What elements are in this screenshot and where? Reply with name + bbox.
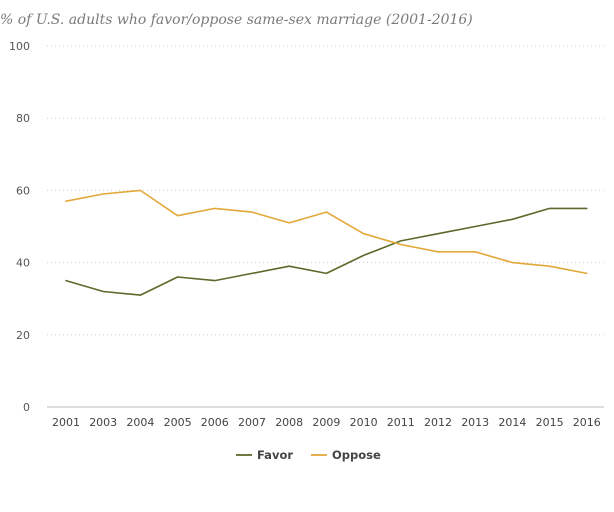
- x-tick-label: 2007: [238, 416, 266, 429]
- x-tick-label: 2015: [536, 416, 564, 429]
- x-tick-label: 2011: [387, 416, 415, 429]
- series-line-favor: [65, 207, 588, 296]
- legend: Favor Oppose: [236, 448, 381, 462]
- gridlines: [47, 45, 604, 336]
- x-tick-label: 2012: [424, 416, 452, 429]
- legend-label-favor: Favor: [257, 448, 293, 462]
- y-tick-label: 40: [16, 257, 30, 270]
- x-tick-label: 2014: [498, 416, 526, 429]
- x-tick-label: 2010: [350, 416, 378, 429]
- legend-label-oppose: Oppose: [332, 448, 381, 462]
- x-tick-label: 2009: [312, 416, 340, 429]
- y-tick-label: 60: [16, 184, 30, 197]
- x-tick-label: 2001: [52, 416, 80, 429]
- x-tick-label: 2016: [573, 416, 601, 429]
- x-tick-label: 2008: [275, 416, 303, 429]
- x-tick-label: 2013: [461, 416, 489, 429]
- chart-title: % of U.S. adults who favor/oppose same-s…: [0, 12, 473, 28]
- series-line-oppose: [65, 189, 588, 275]
- y-tick-label: 20: [16, 329, 30, 342]
- y-axis-ticks: 0 20 40 60 80 100: [9, 40, 30, 414]
- x-tick-label: 2006: [201, 416, 229, 429]
- y-tick-label: 0: [23, 401, 30, 414]
- x-tick-label: 2005: [164, 416, 192, 429]
- x-axis-ticks: 2001 2003 2004 2005 2006 2007 2008 2009 2010 2011…: [52, 416, 601, 429]
- y-tick-label: 80: [16, 112, 30, 125]
- x-tick-label: 2004: [126, 416, 154, 429]
- x-tick-label: 2003: [89, 416, 117, 429]
- y-tick-label: 100: [9, 40, 30, 53]
- series-lines: [65, 189, 588, 296]
